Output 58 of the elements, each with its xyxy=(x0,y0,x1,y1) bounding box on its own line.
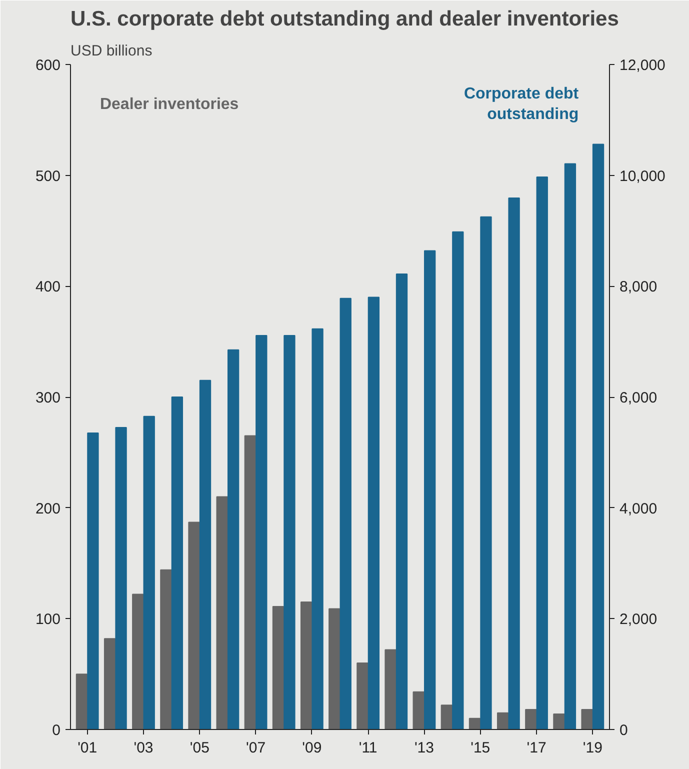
y2-tick-label: 0 xyxy=(620,722,628,739)
bar xyxy=(553,713,565,730)
x-tick-label: '07 xyxy=(246,740,266,756)
y2-tick-label: 4,000 xyxy=(620,500,658,518)
bar xyxy=(424,250,436,730)
x-tick-label: '03 xyxy=(134,740,154,756)
x-tick-label: '01 xyxy=(78,740,98,756)
series-label: Corporate debt outstanding xyxy=(464,86,580,124)
bar xyxy=(356,662,368,730)
x-tick-label: '11 xyxy=(358,740,378,756)
bar xyxy=(440,704,453,730)
bar xyxy=(104,638,116,730)
y2-tick-label: 12,000 xyxy=(620,57,666,74)
bar xyxy=(496,712,509,730)
bar xyxy=(468,718,481,730)
bar xyxy=(87,432,99,730)
y-tick-label: 300 xyxy=(35,390,61,406)
y2-tick-label: 6,000 xyxy=(620,390,658,406)
bar xyxy=(300,602,312,730)
y-tick-label: 500 xyxy=(35,168,61,185)
y-tick-label: 0 xyxy=(52,722,60,739)
bar xyxy=(340,298,352,730)
bar xyxy=(115,426,127,730)
y2-tick-label: 10,000 xyxy=(620,168,666,185)
bar xyxy=(564,163,576,730)
bar xyxy=(536,176,548,730)
chart-subtitle: USD billions xyxy=(70,42,152,60)
x-tick-label: '09 xyxy=(302,740,322,756)
bar xyxy=(396,273,408,730)
x-tick-label: '05 xyxy=(190,740,210,756)
bar xyxy=(452,231,464,730)
bar xyxy=(284,334,296,730)
chart-title: U.S. corporate debt outstanding and dealer inventories xyxy=(70,8,619,30)
y-tick-label: 400 xyxy=(35,278,61,296)
x-tick-label: '15 xyxy=(470,740,490,756)
bar xyxy=(508,198,520,730)
bar xyxy=(525,709,537,730)
bar xyxy=(171,396,184,730)
bar xyxy=(384,649,396,730)
x-tick-label: '19 xyxy=(582,740,602,756)
bar xyxy=(76,674,88,730)
bar xyxy=(480,216,492,730)
bar xyxy=(143,416,155,730)
bar xyxy=(581,709,593,730)
x-tick-label: '17 xyxy=(526,740,546,756)
x-tick-label: '13 xyxy=(414,740,434,756)
y2-tick-label: 2,000 xyxy=(620,611,658,628)
y-tick-label: 100 xyxy=(35,611,61,628)
bar xyxy=(328,608,340,730)
bar xyxy=(412,691,424,730)
y-tick-label: 200 xyxy=(35,500,61,518)
text: Dealer inventories xyxy=(100,96,239,113)
y-tick-label: 600 xyxy=(35,57,61,74)
bar xyxy=(272,606,284,730)
y2-tick-label: 8,000 xyxy=(620,278,658,296)
bar xyxy=(368,296,380,730)
bar xyxy=(592,144,604,730)
bar xyxy=(312,328,324,730)
